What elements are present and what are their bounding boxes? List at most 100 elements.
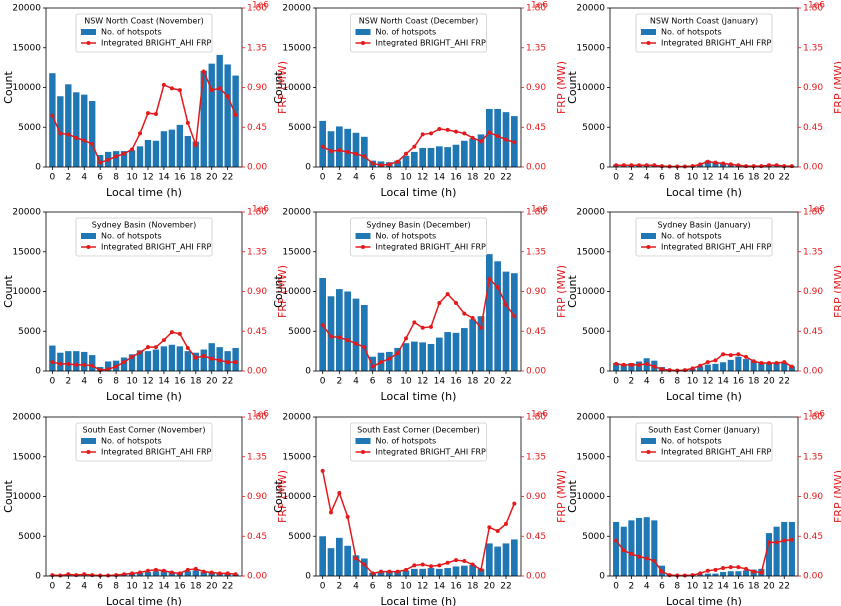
line-marker — [379, 569, 383, 574]
line-marker — [404, 336, 408, 341]
line-marker — [698, 571, 703, 576]
line-marker — [682, 164, 687, 169]
y-tick-label: 10000 — [282, 83, 311, 93]
line-marker — [713, 567, 718, 572]
line-marker — [138, 350, 143, 355]
bar — [128, 150, 136, 167]
line-marker — [420, 562, 425, 567]
bar — [742, 570, 750, 576]
y-tick-label: 15000 — [576, 452, 605, 462]
bar — [232, 75, 239, 167]
bar — [643, 517, 650, 576]
bar — [200, 70, 207, 167]
line-marker — [698, 363, 703, 368]
x-tick-label: 6 — [659, 377, 665, 387]
line-marker — [512, 501, 517, 506]
legend-title: Sydney Basin (November) — [92, 221, 196, 230]
bar — [319, 120, 326, 167]
line-marker — [395, 159, 400, 164]
legend-label: Integrated BRIGHT_AHI FRP — [101, 243, 211, 252]
x-axis-label: Local time (h) — [106, 186, 182, 199]
bar — [112, 151, 120, 167]
bar — [452, 332, 460, 371]
x-tick-label: 8 — [386, 582, 392, 592]
bar — [65, 84, 72, 167]
line-marker — [98, 573, 103, 578]
bar — [361, 136, 368, 167]
legend-title: NSW North Coast (January) — [650, 17, 758, 26]
bar — [319, 536, 326, 576]
x-tick-label: 2 — [336, 377, 342, 387]
legend-box — [350, 422, 487, 462]
y-tick-label: 20000 — [576, 208, 605, 218]
line-marker — [437, 563, 442, 568]
bar — [427, 343, 435, 371]
line-marker — [58, 573, 63, 578]
line-marker — [629, 551, 634, 556]
bar — [781, 362, 788, 371]
legend-marker — [646, 245, 651, 249]
y2-offset: 1e6 — [808, 410, 825, 420]
legend-marker — [361, 450, 365, 454]
line-marker — [637, 362, 642, 367]
bar — [386, 351, 393, 371]
x-tick-label: 4 — [644, 173, 650, 183]
x-tick-label: 22 — [779, 377, 790, 387]
bar — [742, 359, 750, 371]
x-tick-label: 14 — [158, 173, 170, 183]
x-tick-label: 2 — [65, 377, 71, 387]
subplot: 0 5000 10000 15000 20000 0.00 0.45 0.90 1.35 1.80… — [2, 410, 289, 606]
x-tick-label: 4 — [353, 377, 359, 387]
legend-label: Integrated BRIGHT_AHI FRP — [101, 448, 211, 457]
bar — [200, 349, 207, 371]
legend-marker — [361, 245, 365, 249]
y2-tick-label: 0.90 — [526, 287, 546, 297]
y2-tick-label: 1.80 — [526, 4, 546, 14]
y2-tick-label: 0.45 — [803, 123, 823, 133]
line-marker — [122, 360, 127, 365]
bar — [224, 64, 231, 167]
legend-box — [635, 13, 773, 53]
line-marker — [728, 565, 733, 570]
bar — [336, 126, 343, 167]
line-marker — [479, 567, 483, 572]
y2-axis-label: FRP (MW) — [832, 470, 841, 523]
bar — [336, 289, 343, 371]
line — [52, 568, 236, 577]
bar — [720, 362, 727, 371]
y2-axis-label: FRP (MW) — [276, 61, 289, 114]
line-marker — [201, 69, 206, 74]
line-marker — [766, 163, 771, 168]
line-marker — [713, 160, 718, 165]
legend-box — [635, 422, 773, 462]
x-tick-label: 14 — [434, 377, 446, 387]
line-marker — [329, 149, 333, 154]
legend-label: No. of hotspots — [376, 28, 437, 37]
bar — [152, 140, 160, 167]
x-tick-label: 10 — [126, 582, 138, 592]
line-marker — [621, 548, 626, 553]
y-axis-label: Count — [272, 479, 285, 512]
bar — [327, 548, 335, 576]
x-tick-label: 4 — [353, 582, 359, 592]
y2-tick-label: 0.45 — [526, 327, 546, 337]
line-marker — [437, 300, 442, 305]
line-marker — [82, 138, 87, 143]
line-marker — [512, 140, 517, 145]
subplot: 0 5000 10000 15000 20000 0.00 0.45 0.90 1.35 1.80… — [272, 205, 568, 404]
line-marker — [217, 86, 222, 91]
line-marker — [177, 331, 182, 336]
y2-tick-label: 1.80 — [526, 413, 546, 423]
bar — [461, 328, 468, 371]
bar — [168, 344, 176, 371]
line-marker — [495, 134, 500, 139]
line-marker — [169, 86, 174, 91]
bar — [788, 366, 795, 371]
bar — [477, 316, 485, 371]
y-tick-label: 20000 — [282, 4, 311, 14]
x-tick-label: 16 — [450, 582, 462, 592]
y-tick-label: 0 — [599, 163, 605, 173]
bar — [144, 351, 152, 371]
line-marker — [487, 130, 492, 135]
y2-tick-label: 1.35 — [526, 247, 546, 257]
